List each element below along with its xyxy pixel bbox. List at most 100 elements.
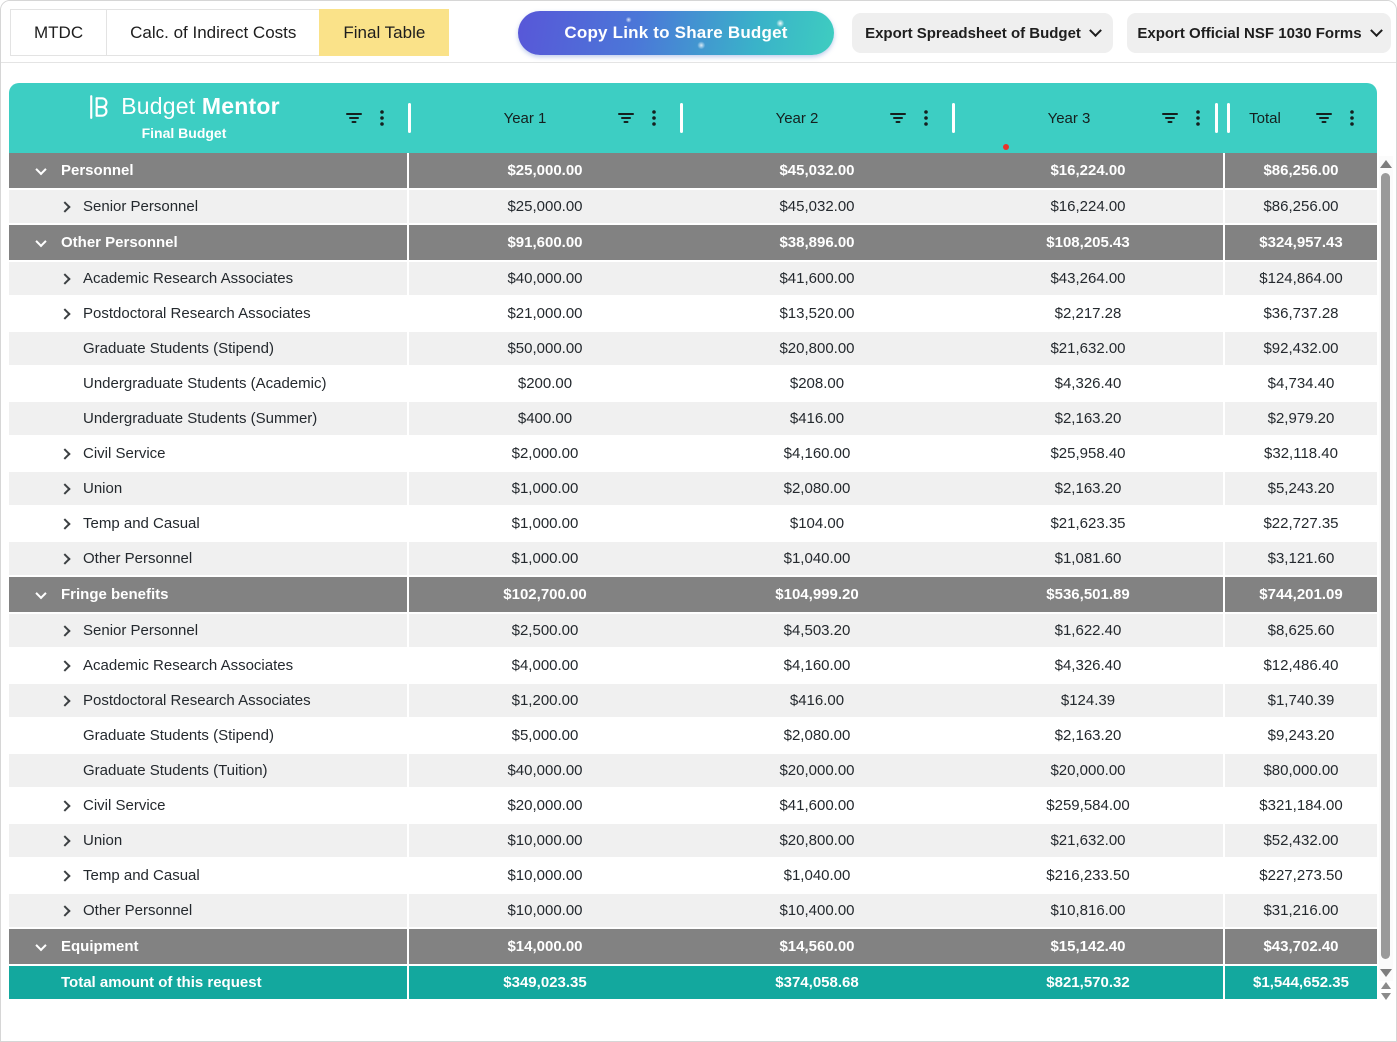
column-title-total: Total <box>1249 109 1281 127</box>
table-row: Undergraduate Students (Academic) $200.00… <box>9 367 1377 402</box>
cell-year3: $2,163.20 <box>953 402 1225 435</box>
section-row[interactable]: Equipment $14,000.00 $14,560.00 $15,142.40 $… <box>9 929 1377 966</box>
row-label-cell: Undergraduate Students (Summer) <box>9 402 409 435</box>
section-row[interactable]: Personnel $25,000.00 $45,032.00 $16,224.00 $… <box>9 153 1377 190</box>
tab-final-table[interactable]: Final Table <box>319 9 450 56</box>
chevron-right-icon[interactable] <box>59 869 71 882</box>
cell-year2: $41,600.00 <box>779 797 855 814</box>
cell-total: $92,432.00 <box>1263 340 1339 357</box>
table-row[interactable]: Union $10,000.00 $20,800.00 $21,632.00 $52,4… <box>9 824 1377 859</box>
chevron-right-icon[interactable] <box>59 799 71 812</box>
row-label-cell: Equipment <box>9 929 409 964</box>
table-row[interactable]: Postdoctoral Research Associates $1,200.0… <box>9 684 1377 719</box>
cell-year2: $4,503.20 <box>783 622 851 639</box>
cell-year2: $45,032.00 <box>779 162 855 179</box>
row-label-cell: Temp and Casual <box>9 507 409 540</box>
chevron-right-icon[interactable] <box>59 517 71 530</box>
chevron-right-icon[interactable] <box>59 552 71 565</box>
section-row[interactable]: Fringe benefits $102,700.00 $104,999.20 $53… <box>9 577 1377 614</box>
table-row[interactable]: Civil Service $20,000.00 $41,600.00 $259,58… <box>9 789 1377 824</box>
kebab-menu-icon[interactable] <box>1189 108 1207 128</box>
table-row[interactable]: Senior Personnel $25,000.00 $45,032.00 $16,… <box>9 190 1377 225</box>
vertical-scrollbar[interactable] <box>1379 156 1393 981</box>
cell-year3: $10,816.00 <box>953 894 1225 927</box>
column-title-year1: Year 1 <box>503 109 547 127</box>
cell-total: $36,737.28 <box>1263 305 1339 322</box>
kebab-menu-icon[interactable] <box>373 108 391 128</box>
scroll-down-arrow-icon[interactable] <box>1380 969 1392 977</box>
table-row[interactable]: Senior Personnel $2,500.00 $4,503.20 $1,622… <box>9 614 1377 649</box>
kebab-menu-icon[interactable] <box>917 108 935 128</box>
table-row[interactable]: Temp and Casual $1,000.00 $104.00 $21,623.3… <box>9 507 1377 542</box>
row-label: Undergraduate Students (Summer) <box>83 410 318 427</box>
row-label-cell: Personnel <box>9 153 409 188</box>
cell-year3: $2,217.28 <box>953 297 1225 330</box>
column-resize-handle[interactable] <box>1215 103 1218 133</box>
filter-icon[interactable] <box>889 109 907 127</box>
export-nsf-forms-button[interactable]: Export Official NSF 1030 Forms <box>1127 13 1391 53</box>
cell-total: $744,201.09 <box>1259 586 1343 603</box>
cell-year1: $1,000.00 <box>511 480 579 497</box>
filter-icon[interactable] <box>1161 109 1179 127</box>
header-cell-year1: Year 1 <box>409 83 681 153</box>
scroll-up-arrow-icon[interactable] <box>1381 982 1391 989</box>
cell-year2: $416.00 <box>789 692 845 709</box>
filter-icon[interactable] <box>617 109 635 127</box>
scroll-up-arrow-icon[interactable] <box>1380 160 1392 168</box>
column-resize-handle[interactable] <box>680 103 683 133</box>
chevron-right-icon[interactable] <box>59 200 71 213</box>
tab-calc-indirect-costs[interactable]: Calc. of Indirect Costs <box>106 9 321 56</box>
section-row[interactable]: Other Personnel $91,600.00 $38,896.00 $108,… <box>9 225 1377 262</box>
table-row[interactable]: Civil Service $2,000.00 $4,160.00 $25,958.4… <box>9 437 1377 472</box>
cell-year1: $21,000.00 <box>507 305 583 322</box>
cell-year1: $4,000.00 <box>511 657 579 674</box>
table-row[interactable]: Other Personnel $1,000.00 $1,040.00 $1,081.… <box>9 542 1377 577</box>
cell-year3: $1,081.60 <box>953 542 1225 575</box>
chevron-right-icon[interactable] <box>59 272 71 285</box>
tab-mtdc[interactable]: MTDC <box>10 9 108 56</box>
scrollbar-thumb[interactable] <box>1381 173 1390 959</box>
chevron-right-icon[interactable] <box>59 447 71 460</box>
table-row[interactable]: Union $1,000.00 $2,080.00 $2,163.20 $5,243.2… <box>9 472 1377 507</box>
pinned-row-scroll-arrows <box>1380 982 1392 1000</box>
column-resize-handle[interactable] <box>952 103 955 133</box>
chevron-down-icon[interactable] <box>35 939 47 951</box>
chevron-right-icon[interactable] <box>59 482 71 495</box>
row-label-cell: Other Personnel <box>9 225 409 260</box>
cell-total: $227,273.50 <box>1259 867 1343 884</box>
chevron-right-icon[interactable] <box>59 904 71 917</box>
total-cell-year3: $821,570.32 <box>953 966 1225 999</box>
filter-icon[interactable] <box>1315 109 1333 127</box>
table-row[interactable]: Academic Research Associates $4,000.00 $4,… <box>9 649 1377 684</box>
chevron-down-icon[interactable] <box>35 235 47 247</box>
table-row[interactable]: Academic Research Associates $40,000.00 $4… <box>9 262 1377 297</box>
column-resize-handle[interactable] <box>408 103 411 133</box>
column-title-year2: Year 2 <box>775 109 819 127</box>
table-row[interactable]: Temp and Casual $10,000.00 $1,040.00 $216,2… <box>9 859 1377 894</box>
chevron-right-icon[interactable] <box>59 624 71 637</box>
table-row[interactable]: Other Personnel $10,000.00 $10,400.00 $10,8… <box>9 894 1377 929</box>
kebab-menu-icon[interactable] <box>645 108 663 128</box>
copy-link-share-budget-button[interactable]: Copy Link to Share Budget <box>518 11 834 55</box>
cell-year2: $45,032.00 <box>779 198 855 215</box>
chevron-right-icon[interactable] <box>59 307 71 320</box>
chevron-down-icon[interactable] <box>35 587 47 599</box>
scroll-down-arrow-icon[interactable] <box>1381 993 1391 1000</box>
filter-icon[interactable] <box>345 109 363 127</box>
chevron-down-icon[interactable] <box>35 163 47 175</box>
row-label-cell: Academic Research Associates <box>9 649 409 682</box>
kebab-menu-icon[interactable] <box>1343 108 1361 128</box>
chevron-right-icon[interactable] <box>59 834 71 847</box>
table-row[interactable]: Postdoctoral Research Associates $21,000.… <box>9 297 1377 332</box>
column-title-year3: Year 3 <box>1047 109 1091 127</box>
row-label-cell: Civil Service <box>9 437 409 470</box>
chevron-right-icon[interactable] <box>59 694 71 707</box>
cell-year1: $20,000.00 <box>507 797 583 814</box>
cell-year1: $25,000.00 <box>507 162 583 179</box>
cell-year2: $1,040.00 <box>783 867 851 884</box>
row-label: Other Personnel <box>83 550 193 567</box>
pinned-column-divider[interactable] <box>1227 103 1230 133</box>
chevron-right-icon[interactable] <box>59 659 71 672</box>
row-label: Graduate Students (Tuition) <box>83 762 268 779</box>
export-spreadsheet-button[interactable]: Export Spreadsheet of Budget <box>852 13 1113 53</box>
